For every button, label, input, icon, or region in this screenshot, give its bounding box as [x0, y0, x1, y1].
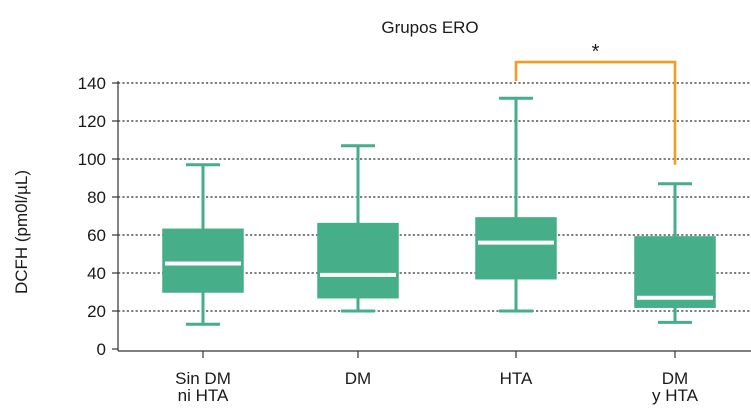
x-tick-label-line: HTA: [500, 369, 533, 388]
x-tick-label: Sin DM ni HTA: [175, 369, 231, 405]
significance-bracket: *: [514, 41, 677, 165]
boxes: [162, 96, 716, 326]
x-tick-label-line: y HTA: [652, 386, 699, 405]
y-tick-label: 0: [97, 340, 106, 359]
x-tick-label-line: Sin DM: [175, 369, 231, 388]
y-tick-label: 80: [87, 188, 106, 207]
x-tick-label: DM y HTA: [652, 369, 699, 405]
x-tick-label-line: DM: [345, 369, 371, 388]
x-tick-label-line: ni HTA: [178, 386, 229, 405]
iqr-box: [317, 222, 399, 299]
x-tick-label-line: DM: [662, 369, 688, 388]
y-tick-label: 100: [78, 150, 106, 169]
significance-marker: *: [592, 41, 600, 63]
y-tick-label: 40: [87, 264, 106, 283]
y-tick-label: 20: [87, 302, 106, 321]
y-tick-label: 60: [87, 226, 106, 245]
significance-bracket-line: [514, 60, 677, 165]
iqr-box: [475, 217, 557, 280]
chart-title: Grupos ERO: [381, 18, 478, 37]
x-tick-label: HTA: [500, 369, 533, 388]
iqr-box: [162, 228, 244, 293]
y-axis-label: DCFH (pm0l/µL): [12, 170, 31, 294]
iqr-box: [634, 236, 716, 308]
y-tick-label: 120: [78, 112, 106, 131]
y-tick-label: 140: [78, 74, 106, 93]
x-tick-label: DM: [345, 369, 371, 388]
